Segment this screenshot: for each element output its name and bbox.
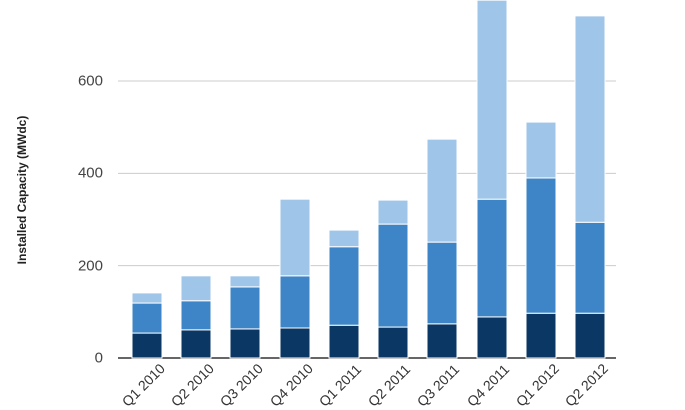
bar-segment — [180, 329, 212, 359]
bar-segment — [180, 275, 212, 302]
bar-segment — [574, 312, 606, 359]
bar-segment — [574, 15, 606, 223]
bar-segment — [131, 302, 163, 334]
bar-segment — [426, 138, 458, 243]
y-tick-label: 600 — [77, 72, 103, 90]
y-tick-label: 0 — [94, 349, 103, 367]
bar-segment — [180, 300, 212, 331]
bar-segment — [525, 312, 557, 359]
bar-segment — [426, 241, 458, 325]
bar-segment — [229, 275, 261, 288]
bar-segment — [279, 275, 311, 329]
bar-segment — [328, 229, 360, 248]
y-tick-label: 200 — [77, 257, 103, 275]
bar-segment — [131, 332, 163, 359]
bar-segment — [476, 198, 508, 318]
bar-segment — [377, 223, 409, 328]
stacked-bar-chart — [118, 0, 616, 359]
bar-segment — [377, 199, 409, 225]
bar-segment — [229, 328, 261, 359]
bar-segment — [279, 198, 311, 277]
bar-segment — [525, 177, 557, 314]
bar-segment — [426, 323, 458, 359]
bar-segment — [525, 121, 557, 179]
bar-segment — [328, 246, 360, 326]
bar-segment — [574, 221, 606, 314]
bar-segment — [377, 326, 409, 359]
bar-segment — [131, 292, 163, 304]
bar-segment — [229, 286, 261, 330]
bar-segment — [328, 324, 360, 359]
y-tick-label: 400 — [77, 164, 103, 182]
bar-segment — [476, 0, 508, 200]
bar-segment — [279, 327, 311, 359]
bar-segment — [476, 316, 508, 359]
